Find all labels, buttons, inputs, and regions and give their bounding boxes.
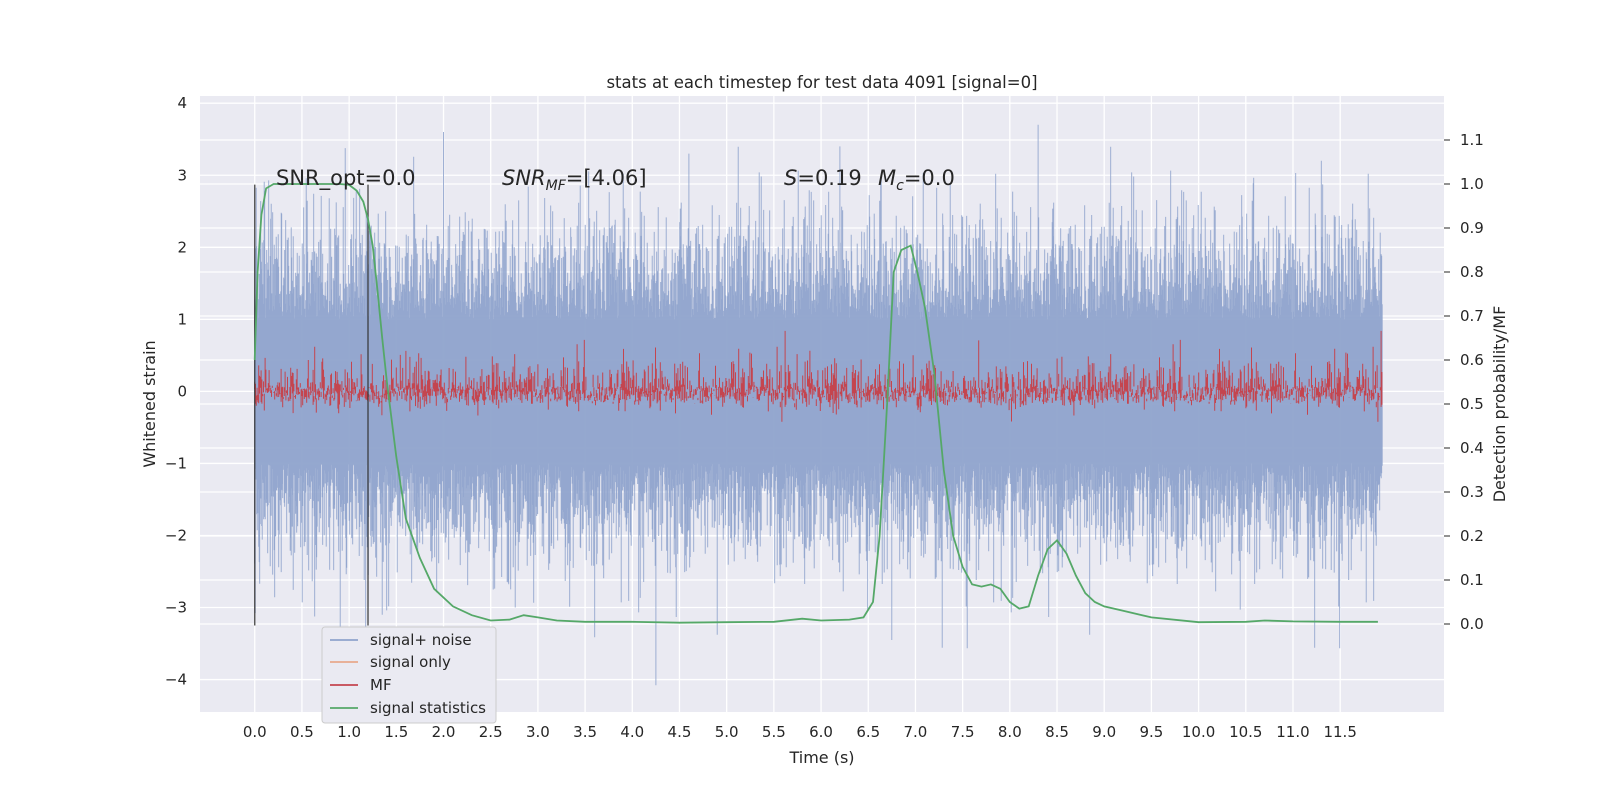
left-y-axis-label: Whitened strain bbox=[140, 340, 159, 467]
s-value: =0.19 bbox=[797, 166, 861, 190]
y-left-tick-label: 0 bbox=[177, 382, 187, 400]
y-left-tick-label: −4 bbox=[165, 671, 187, 689]
mc-symbol: M bbox=[878, 166, 896, 190]
x-tick-label: 0.0 bbox=[243, 723, 267, 741]
x-tick-label: 11.5 bbox=[1323, 723, 1356, 741]
y-right-tick-label: 0.6 bbox=[1460, 351, 1484, 369]
x-tick-label: 0.5 bbox=[290, 723, 314, 741]
x-tick-label: 3.0 bbox=[526, 723, 550, 741]
snr-mf-symbol: SNR bbox=[502, 166, 546, 190]
s-symbol: S bbox=[784, 166, 797, 190]
y-left-tick-label: −1 bbox=[165, 454, 187, 472]
y-right-tick-label: 0.0 bbox=[1460, 615, 1484, 633]
snr-opt-annotation: SNR_opt=0.0 bbox=[276, 166, 416, 191]
y-right-tick-label: 0.9 bbox=[1460, 219, 1484, 237]
mc-annotation: Mc=0.0 bbox=[878, 166, 955, 194]
y-left-tick-label: −3 bbox=[165, 599, 187, 617]
legend-label-noise: signal+ noise bbox=[370, 631, 472, 649]
y-right-tick-label: 0.3 bbox=[1460, 483, 1484, 501]
x-tick-label: 7.0 bbox=[904, 723, 928, 741]
y-left-tick-label: 2 bbox=[177, 238, 187, 256]
x-tick-label: 9.0 bbox=[1092, 723, 1116, 741]
legend-label-signal-only: signal only bbox=[370, 653, 451, 671]
x-tick-label: 5.0 bbox=[715, 723, 739, 741]
x-tick-label: 4.0 bbox=[620, 723, 644, 741]
y-left-tick-label: −2 bbox=[165, 526, 187, 544]
x-tick-label: 6.5 bbox=[856, 723, 880, 741]
x-tick-label: 1.5 bbox=[384, 723, 408, 741]
y-left-tick-label: 3 bbox=[177, 166, 187, 184]
x-tick-label: 2.5 bbox=[479, 723, 503, 741]
x-tick-label: 9.5 bbox=[1139, 723, 1163, 741]
y-right-tick-label: 0.1 bbox=[1460, 571, 1484, 589]
y-right-tick-label: 0.8 bbox=[1460, 263, 1484, 281]
x-axis-ticks: 0.0 0.5 1.0 1.5 2.0 2.5 3.0 3.5 4.0 4.5 5.0 5.5 6.0 6… bbox=[243, 723, 1357, 741]
y-right-tick-label: 0.7 bbox=[1460, 307, 1484, 325]
legend-box bbox=[321, 626, 497, 724]
y-right-tick-label: 1.0 bbox=[1460, 175, 1484, 193]
snr-mf-subscript: MF bbox=[546, 178, 567, 194]
s-annotation: S=0.19 bbox=[784, 166, 862, 190]
mc-subscript: c bbox=[896, 178, 904, 194]
x-tick-label: 8.5 bbox=[1045, 723, 1069, 741]
x-tick-label: 8.0 bbox=[998, 723, 1022, 741]
snr-mf-value: =[4.06] bbox=[566, 166, 647, 190]
right-y-axis-label: Detection probability/MF bbox=[1490, 306, 1509, 503]
right-y-axis-ticks: 1.1 1.0 0.9 0.8 0.7 0.6 0.5 0.4 0.3 0.2 0.1 0.0 bbox=[1444, 131, 1484, 633]
y-left-tick-label: 4 bbox=[177, 94, 187, 112]
x-tick-label: 10.0 bbox=[1182, 723, 1215, 741]
legend: signal+ noise signal only MF signal stat… bbox=[321, 626, 497, 724]
vertical-markers bbox=[254, 184, 369, 626]
snr-mf-annotation: SNRMF=[4.06] bbox=[502, 166, 647, 194]
mc-value: =0.0 bbox=[904, 166, 955, 190]
y-right-tick-label: 0.4 bbox=[1460, 439, 1484, 457]
x-axis-label: Time (s) bbox=[788, 748, 854, 767]
legend-label-mf: MF bbox=[370, 676, 392, 694]
x-tick-label: 1.0 bbox=[337, 723, 361, 741]
x-tick-label: 10.5 bbox=[1229, 723, 1262, 741]
x-tick-label: 5.5 bbox=[762, 723, 786, 741]
signal-statistics-line bbox=[253, 183, 1378, 624]
legend-label-signal-statistics: signal statistics bbox=[370, 699, 486, 717]
y-right-tick-label: 0.2 bbox=[1460, 527, 1484, 545]
x-tick-label: 11.0 bbox=[1276, 723, 1309, 741]
x-tick-label: 4.5 bbox=[668, 723, 692, 741]
y-left-tick-label: 1 bbox=[177, 310, 187, 328]
y-right-tick-label: 0.5 bbox=[1460, 395, 1484, 413]
x-tick-label: 6.0 bbox=[809, 723, 833, 741]
x-tick-label: 7.5 bbox=[951, 723, 975, 741]
left-y-axis-ticks: 4 3 2 1 0 −1 −2 −3 −4 bbox=[165, 94, 187, 688]
x-tick-label: 3.5 bbox=[573, 723, 597, 741]
chart-title: stats at each timestep for test data 409… bbox=[606, 73, 1037, 92]
x-tick-label: 2.0 bbox=[432, 723, 456, 741]
y-right-tick-label: 1.1 bbox=[1460, 131, 1484, 149]
